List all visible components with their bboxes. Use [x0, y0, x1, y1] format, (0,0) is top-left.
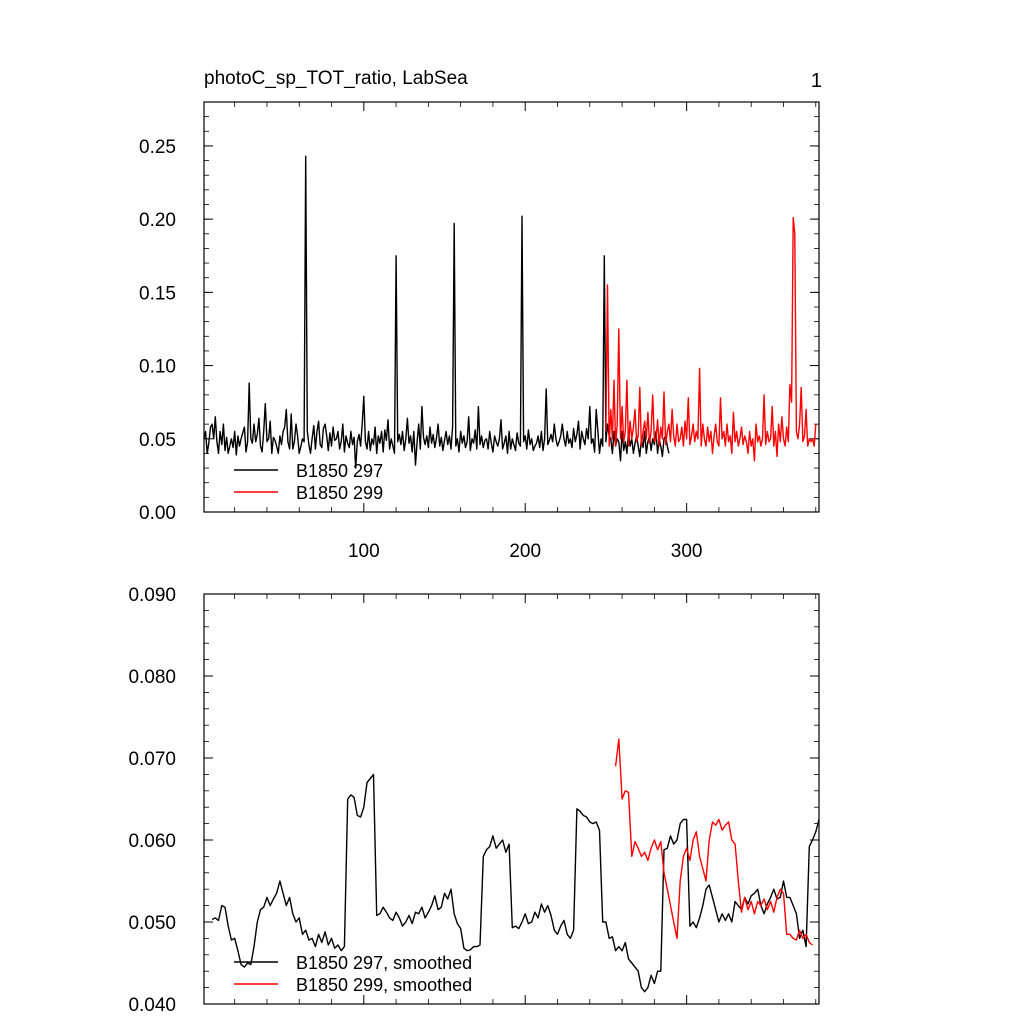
top-chart-title: photoC_sp_TOT_ratio, LabSea [204, 68, 468, 89]
bottom-y-tick-label: 0.070 [128, 749, 176, 770]
top-chart-corner-label: 1 [811, 70, 822, 92]
top-x-tick-label: 100 [348, 541, 380, 562]
top-series-line-2 [605, 217, 817, 462]
bottom-plot-frame [203, 593, 820, 1005]
top-legend-label-1: B1850 297 [296, 461, 383, 481]
top-x-tick-label: 300 [671, 541, 703, 562]
top-plot-frame [203, 101, 820, 513]
bottom-y-tick-label: 0.040 [128, 995, 176, 1016]
bottom-series-group [211, 738, 820, 993]
top-chart-panel: photoC_sp_TOT_ratio, LabSea 1 0.000.050.… [139, 68, 822, 562]
top-y-tick-label: 0.15 [139, 283, 176, 304]
top-legend-label-2: B1850 299 [296, 483, 383, 503]
bottom-y-tick-label: 0.080 [128, 667, 176, 688]
top-axis-ticks: 0.00 0.05 0.10 0.15 0.20 0.25 100 200 300 [139, 101, 819, 562]
top-y-tick-label: 0.10 [139, 357, 176, 378]
top-y-tick-label: 0.05 [139, 430, 176, 451]
bottom-axis-ticks: 0.040 0.050 0.060 0.070 0.080 0.090 [128, 585, 819, 1016]
bottom-chart-panel: 0.040 0.050 0.060 0.070 0.080 0.090 B1850 297… [128, 585, 820, 1016]
top-y-tick-label: 0.25 [139, 137, 176, 158]
bottom-y-tick-label: 0.050 [128, 913, 176, 934]
top-series-group [203, 155, 817, 469]
bottom-legend-label-2: B1850 299, smoothed [296, 975, 472, 995]
bottom-y-tick-label: 0.060 [128, 831, 176, 852]
top-series-line-1 [203, 155, 670, 469]
bottom-y-tick-label: 0.090 [128, 585, 176, 606]
bottom-legend-label-1: B1850 297, smoothed [296, 953, 472, 973]
bottom-series-line-2 [614, 738, 813, 946]
top-x-tick-label: 200 [509, 541, 541, 562]
top-y-tick-label: 0.00 [139, 503, 176, 524]
top-y-tick-label: 0.20 [139, 210, 176, 231]
bottom-series-line-1 [211, 773, 820, 993]
